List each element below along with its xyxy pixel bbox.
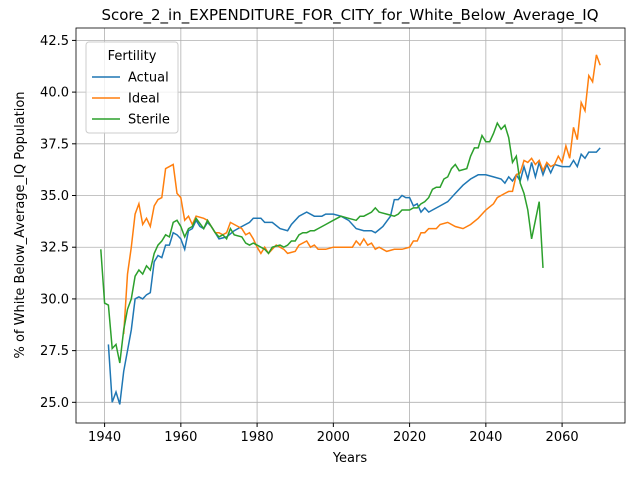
y-tick-label: 40.0 [40, 86, 69, 101]
legend-label: Ideal [128, 92, 160, 107]
x-tick-label: 2060 [546, 430, 579, 445]
x-axis-label: Years [332, 451, 368, 466]
legend-label: Actual [128, 71, 169, 86]
x-tick-label: 2000 [317, 430, 350, 445]
legend-box [85, 41, 179, 134]
y-tick-label: 32.5 [40, 241, 69, 256]
chart-title: Score_2_in_EXPENDITURE_FOR_CITY_for_Whit… [101, 6, 598, 25]
y-tick-label: 35.0 [40, 189, 69, 204]
plot-frame [75, 27, 626, 424]
y-tick-label: 42.5 [40, 34, 69, 49]
legend-title: Fertility [108, 49, 157, 64]
line-series [107, 147, 601, 405]
y-tick-label: 30.0 [40, 292, 69, 307]
x-tick-label: 1940 [88, 430, 121, 445]
y-tick-label: 25.0 [40, 396, 69, 411]
x-tick-label: 1980 [241, 430, 274, 445]
legend-label: Sterile [128, 113, 170, 128]
line-series [122, 54, 601, 335]
x-tick-label: 2020 [393, 430, 426, 445]
y-tick-label: 27.5 [40, 344, 69, 359]
y-axis-label: % of White Below_Average_IQ Population [13, 91, 28, 358]
x-tick-label: 2040 [469, 430, 502, 445]
line-series [100, 121, 544, 364]
x-tick-label: 1960 [164, 430, 197, 445]
y-tick-label: 37.5 [40, 137, 69, 152]
